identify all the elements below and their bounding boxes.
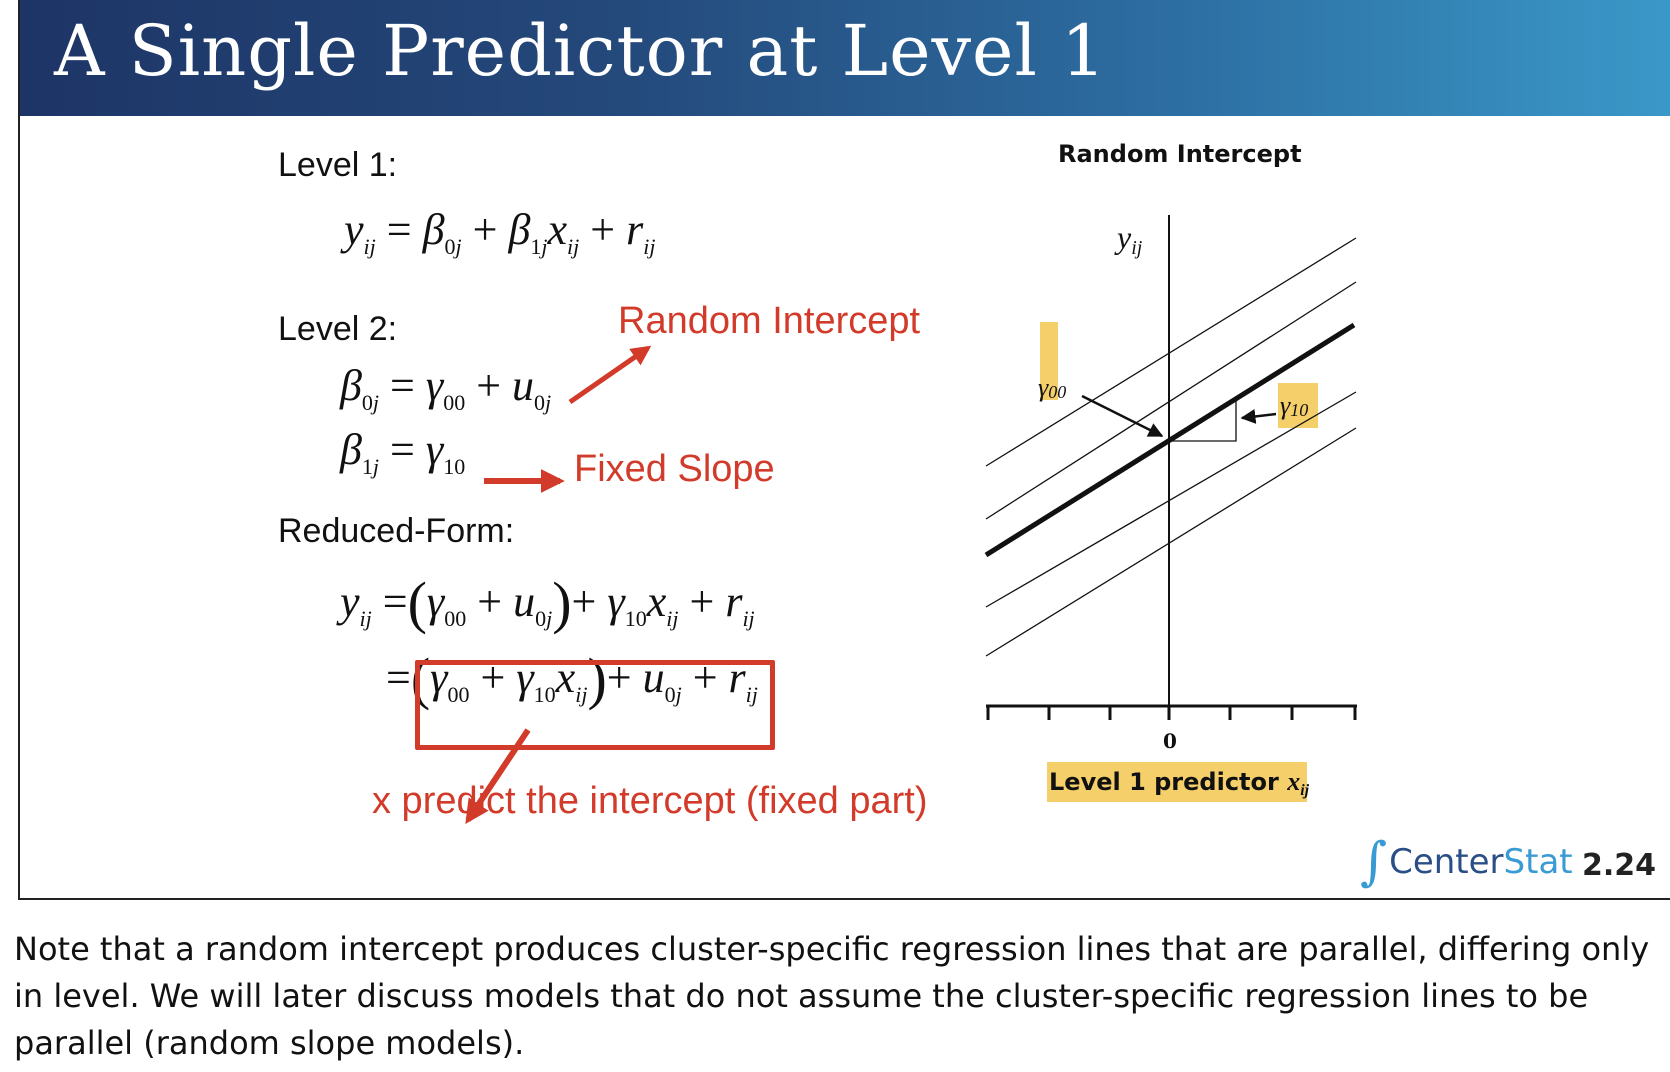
level2-label: Level 2:	[278, 310, 398, 348]
gamma00-highlight	[1040, 322, 1058, 400]
level1-label: Level 1:	[278, 146, 398, 184]
slide-header: A Single Predictor at Level 1	[20, 0, 1670, 116]
level2-slope-equation: β1j = γ10	[340, 425, 466, 479]
integral-logo-icon: ∫	[1360, 832, 1388, 892]
random-intercept-chart: yij γ00 γ10 0 Level 1 predictor xij	[984, 215, 1357, 802]
gamma00-arrow	[1081, 394, 1164, 438]
cluster-line	[985, 237, 1357, 467]
reduced-form-label: Reduced-Form:	[278, 512, 515, 550]
slide-title: A Single Predictor at Level 1	[54, 10, 1107, 92]
gamma00-label: γ00	[1038, 373, 1066, 402]
x-predict-annotation: x predict the intercept (fixed part)	[372, 780, 928, 822]
x-tick-label-zero: 0	[1163, 729, 1177, 753]
cluster-line	[985, 281, 1357, 520]
fixed-slope-annotation: Fixed Slope	[574, 448, 775, 490]
centerstat-logo: ∫CenterStat	[1360, 832, 1573, 892]
cluster-line	[985, 427, 1357, 657]
slide: A Single Predictor at Level 1	[18, 0, 1670, 900]
cluster-line	[985, 391, 1357, 608]
slide-note: Note that a random intercept produces cl…	[14, 930, 1650, 1062]
xlabel-highlight	[1047, 762, 1307, 802]
average-regression-line	[984, 322, 1356, 558]
x-axis-label: Level 1 predictor xij	[1049, 767, 1310, 799]
x-predict-arrow	[465, 728, 531, 824]
gamma10-label: γ10	[1280, 391, 1308, 420]
random-intercept-arrow	[568, 345, 652, 405]
logo-stat-text: Stat	[1503, 842, 1573, 882]
level2-intercept-equation: β0j = γ00 + u0j	[340, 361, 552, 415]
level1-equation: yij = β0j + β1jxij + rij	[344, 205, 656, 259]
y-axis-label: yij	[1114, 219, 1143, 259]
fixed-part-highlight-box	[415, 660, 775, 750]
gamma10-highlight	[1278, 383, 1318, 428]
reduced-form-equation-1: yij =(γ00 + u0j)+ γ10xij + rij	[340, 570, 755, 635]
slide-number: 2.24	[1582, 848, 1657, 883]
slope-triangle	[1169, 400, 1237, 442]
random-intercept-annotation: Random Intercept	[618, 300, 921, 342]
logo-center-text: Center	[1389, 842, 1504, 882]
diagram-layer: yij γ00 γ10 0 Level 1 predictor xij	[465, 215, 1357, 824]
chart-title: Random Intercept	[1058, 140, 1302, 168]
x-axis-ticks	[986, 706, 1357, 720]
gamma10-arrow	[1240, 408, 1277, 424]
